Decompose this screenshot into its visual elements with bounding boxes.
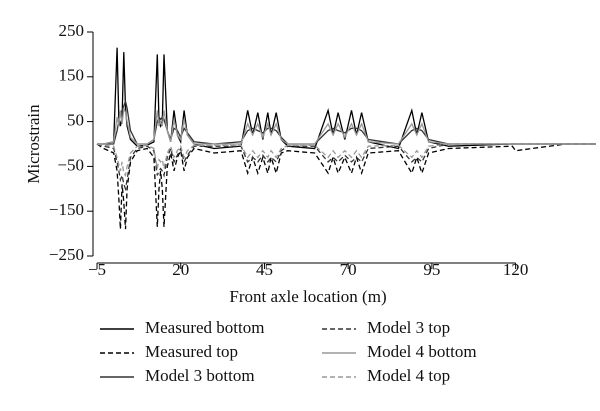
series-line xyxy=(96,143,596,178)
x-tick-label: 95 xyxy=(423,260,440,279)
y-tick-label: −150 xyxy=(49,200,84,219)
x-axis-title: Front axle location (m) xyxy=(229,287,386,306)
legend-label: Model 4 top xyxy=(367,366,450,385)
x-tick-label: −5 xyxy=(88,260,106,279)
series-line xyxy=(96,143,596,230)
y-tick-label: 250 xyxy=(59,21,85,40)
legend-label: Measured top xyxy=(145,342,238,361)
y-tick-label: 150 xyxy=(59,66,85,85)
legend-label: Model 3 bottom xyxy=(145,366,255,385)
y-axis-title: Microstrain xyxy=(24,104,43,184)
y-tick-label: −50 xyxy=(57,155,84,174)
x-tick-label: 120 xyxy=(503,260,529,279)
y-tick-label: 50 xyxy=(67,111,84,130)
x-tick-label: 70 xyxy=(340,260,357,279)
series-line xyxy=(97,99,596,145)
y-tick-label: −250 xyxy=(49,245,84,264)
legend-label: Model 4 bottom xyxy=(367,342,477,361)
legend-label: Measured bottom xyxy=(145,318,264,337)
x-tick-label: 20 xyxy=(172,260,189,279)
x-tick-label: 45 xyxy=(256,260,273,279)
legend-label: Model 3 top xyxy=(367,318,450,337)
series-line xyxy=(97,107,596,145)
